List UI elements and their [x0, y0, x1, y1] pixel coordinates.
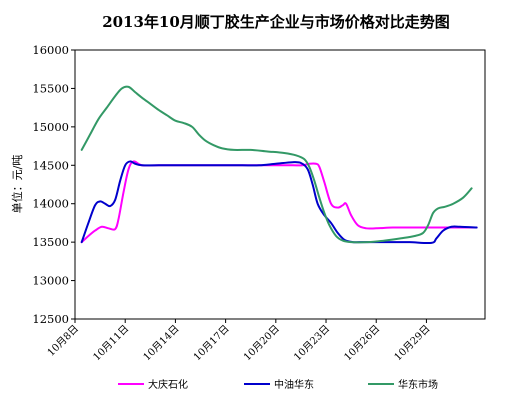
series-lines [80, 85, 478, 245]
y-tick-label: 14000 [32, 197, 69, 211]
y-tick-label: 13500 [32, 235, 69, 249]
legend-label: 大庆石化 [148, 378, 188, 391]
series-line-3 [80, 85, 473, 244]
y-tick-label: 16000 [32, 43, 69, 57]
y-tick-label: 12500 [32, 312, 69, 326]
legend-label: 华东市场 [398, 378, 438, 391]
legend: 大庆石化 中油华东 华东市场 [118, 378, 438, 391]
y-tick-label: 13000 [32, 274, 69, 288]
y-axis-label: 单位：元/吨 [10, 155, 24, 214]
series-line-1 [80, 160, 478, 244]
plot-area-frame [74, 49, 486, 320]
chart-title: 2013年10月顺丁胶生产企业与市场价格对比走势图 [102, 13, 450, 31]
y-tick-label: 15000 [32, 120, 69, 134]
series-line-2 [80, 160, 478, 245]
y-tick-label: 14500 [32, 158, 69, 172]
legend-label: 中油华东 [274, 378, 314, 391]
y-tick-label: 15500 [32, 81, 69, 95]
